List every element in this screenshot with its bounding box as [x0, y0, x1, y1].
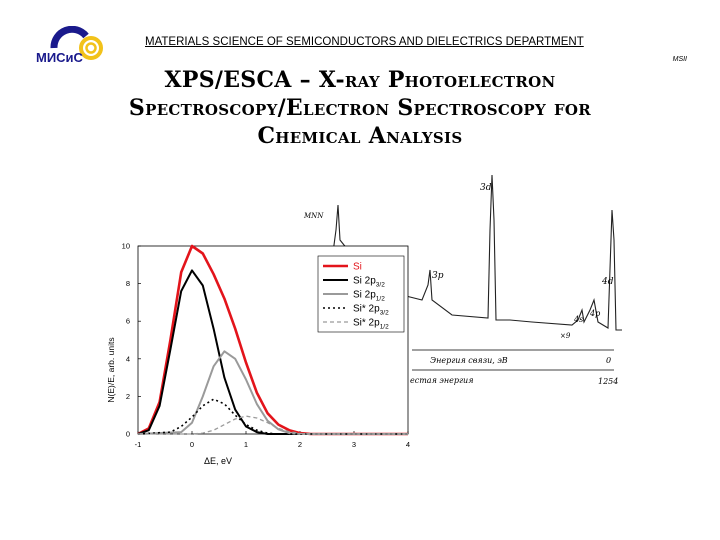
- legend-label-subscript: 3/2: [380, 310, 389, 317]
- logo-ring-outer: [79, 36, 103, 60]
- legend-label: Si: [353, 262, 362, 273]
- legend-label-subscript: 1/2: [376, 296, 385, 303]
- xps-axis-label-kinetic: естая энергия: [410, 376, 474, 385]
- logo-ring-inner: [85, 42, 97, 54]
- y-tick-label: 2: [126, 392, 130, 401]
- xps-label-3d: 3d: [480, 183, 492, 193]
- title-line-2: Spectroscopy/Electron Spectroscopy for: [128, 95, 592, 121]
- series-line: [137, 350, 408, 435]
- legend-box: [317, 255, 405, 333]
- y-tick-label: 10: [122, 242, 130, 251]
- si-2p-chart: -1 0 1 2 3 4 0 2 4 6 8 10 ΔE, eV N(E)/E, arb. units Si…: [106, 242, 410, 467]
- department-title: MATERIALS SCIENCE OF SEMICONDUCTORS AND …: [145, 36, 584, 48]
- y-tick-label: 8: [126, 279, 130, 288]
- x-tick-label: 0: [190, 440, 194, 449]
- x-tick-label: 2: [298, 440, 302, 449]
- x-tick-label: -1: [135, 440, 142, 449]
- series-line: [138, 415, 408, 435]
- xps-survey-figure: 3d MNN 3p 4d 4s 4p ×9 0 1254 Энергия свя…: [292, 174, 622, 386]
- xps-label-4s: 4s: [573, 315, 583, 324]
- misis-logo: [50, 26, 103, 60]
- xps-axis-label-binding: Энергия связи, эВ: [430, 356, 508, 365]
- xps-label-4p: 4p: [589, 309, 600, 318]
- logo-arc: [50, 26, 89, 49]
- y-axis-label: N(E)/E, arb. units: [106, 337, 116, 402]
- plot-layer: -1 0 1 2 3 4 0 2 4 6 8 10 ΔE, eV N(E)/E, arb. units Si…: [106, 242, 410, 467]
- y-tick-label: 0: [126, 430, 130, 439]
- xps-label-3p: 3p: [432, 271, 444, 281]
- title-line-1: XPS/ESCA – X-ray Photoelectron: [164, 67, 556, 93]
- xps-label-mnn: MNN: [303, 212, 324, 220]
- y-tick-label: 6: [126, 317, 130, 326]
- org-short: MSII: [672, 56, 687, 63]
- xps-label-x9: ×9: [560, 332, 571, 340]
- xps-label-1254: 1254: [598, 377, 618, 386]
- x-tick-label: 3: [352, 440, 356, 449]
- slide-title: XPS/ESCA – X-ray Photoelectron Spectrosc…: [0, 66, 720, 150]
- x-tick-label: 4: [406, 440, 410, 449]
- series-line: [137, 269, 408, 435]
- logo-text: МИСиС: [36, 50, 83, 65]
- legend-label-subscript: 1/2: [380, 324, 389, 331]
- x-axis-label: ΔE, eV: [204, 456, 232, 466]
- x-tick-label: 1: [244, 440, 248, 449]
- xps-label-zero: 0: [606, 356, 611, 365]
- y-tick-label: 4: [126, 354, 130, 363]
- legend-label-subscript: 3/2: [376, 282, 385, 289]
- xps-label-4d: 4d: [601, 277, 614, 287]
- title-line-3: Chemical Analysis: [257, 123, 463, 149]
- xps-spectrum-line: [292, 174, 622, 331]
